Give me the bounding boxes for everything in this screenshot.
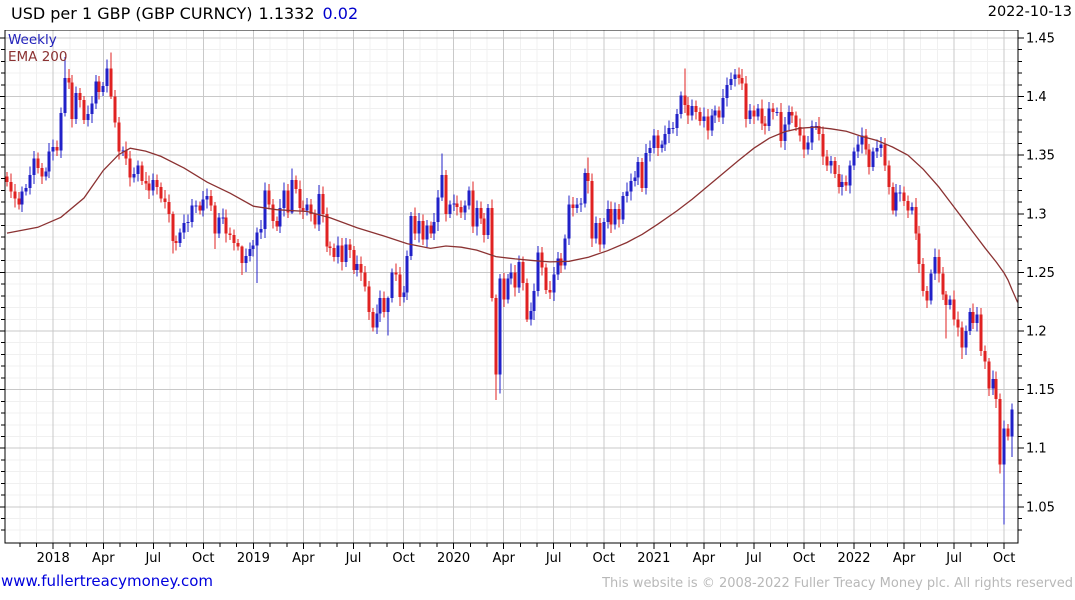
candles [5,52,1014,525]
x-axis-label: Oct [593,551,615,566]
x-axis-label: Jul [144,551,161,566]
plot-border [4,30,1019,544]
x-axis-label: Oct [192,551,214,566]
y-axis-label: 1.15 [1026,383,1055,398]
x-axis-labels: 2018 Apr Jul Oct 2019 Apr Jul Oct 2020 Apr Jul Oct 2… [37,551,1016,566]
x-axis-label: Apr [92,551,115,566]
axis-ticks [0,37,1024,549]
gridlines-major [5,30,1018,543]
x-axis-label: Apr [292,551,315,566]
price-change: 0.02 [322,4,359,23]
x-axis-label: Apr [492,551,515,566]
x-axis-label: Jul [745,551,762,566]
timeframe-label: Weekly [8,32,57,48]
x-axis-label: 2018 [37,551,70,566]
y-axis-label: 1.25 [1026,266,1055,281]
x-axis-label: 2019 [237,551,270,566]
x-axis-label: Apr [693,551,716,566]
instrument-title: USD per 1 GBP (GBP CURNCY) [11,4,253,23]
copyright-text: This website is © 2008-2022 Fuller Treac… [602,576,1073,591]
x-axis-label: Jul [545,551,562,566]
gridlines-minor [5,30,1018,543]
y-axis-label: 1.45 [1026,32,1055,47]
y-axis-label: 1.35 [1026,149,1055,164]
x-axis-label: 2022 [837,551,870,566]
last-price: 1.1332 [258,4,315,23]
x-axis-label: Oct [392,551,414,566]
website-link[interactable]: www.fullertreacymoney.com [1,572,214,590]
x-axis-label: Jul [345,551,362,566]
ema-legend-label: EMA 200 [8,49,68,65]
y-axis-labels: 1.45 1.4 1.35 1.3 1.25 1.2 1.15 1.1 1.05 [1026,32,1055,516]
y-axis-label: 1.1 [1026,442,1047,457]
price-chart: 1.45 1.4 1.35 1.3 1.25 1.2 1.15 1.1 1.05 2018 Apr J… [0,30,1055,566]
x-axis-label: Jul [945,551,962,566]
chart-header: USD per 1 GBP (GBP CURNCY) 1.1332 0.02 [11,4,358,23]
x-axis-label: 2020 [437,551,470,566]
y-axis-label: 1.3 [1026,207,1047,222]
as-of-date: 2022-10-13 [987,4,1072,20]
y-axis-label: 1.4 [1026,90,1047,105]
x-axis-label: 2021 [637,551,670,566]
y-axis-label: 1.2 [1026,325,1047,340]
x-axis-label: Oct [793,551,815,566]
y-axis-label: 1.05 [1026,500,1055,515]
x-axis-label: Apr [893,551,916,566]
ema-line [6,126,1019,303]
x-axis-label: Oct [993,551,1015,566]
